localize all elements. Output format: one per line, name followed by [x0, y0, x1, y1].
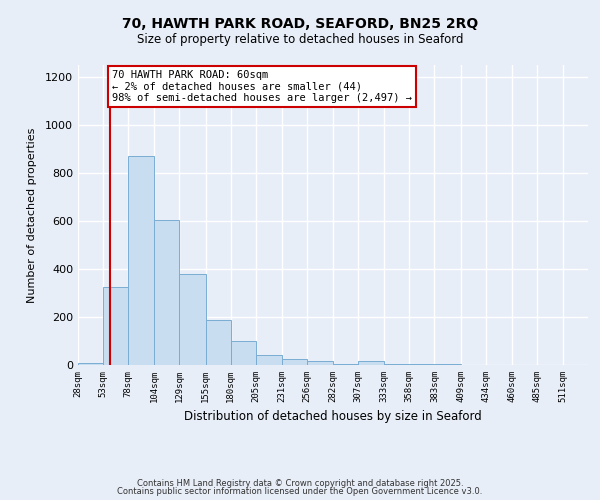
- Text: 70, HAWTH PARK ROAD, SEAFORD, BN25 2RQ: 70, HAWTH PARK ROAD, SEAFORD, BN25 2RQ: [122, 18, 478, 32]
- Bar: [307, 360, 333, 365]
- Bar: [103, 287, 128, 365]
- Bar: [230, 341, 256, 365]
- Bar: [179, 274, 205, 365]
- Bar: [434, 364, 461, 365]
- X-axis label: Distribution of detached houses by size in Seaford: Distribution of detached houses by size …: [184, 410, 482, 424]
- Bar: [154, 220, 179, 365]
- Bar: [409, 364, 434, 365]
- Bar: [358, 360, 384, 365]
- Text: Contains public sector information licensed under the Open Government Licence v3: Contains public sector information licen…: [118, 487, 482, 496]
- Y-axis label: Number of detached properties: Number of detached properties: [26, 128, 37, 302]
- Bar: [384, 364, 409, 365]
- Bar: [282, 359, 307, 365]
- Text: 70 HAWTH PARK ROAD: 60sqm
← 2% of detached houses are smaller (44)
98% of semi-d: 70 HAWTH PARK ROAD: 60sqm ← 2% of detach…: [112, 70, 412, 103]
- Bar: [333, 364, 358, 365]
- Text: Contains HM Land Registry data © Crown copyright and database right 2025.: Contains HM Land Registry data © Crown c…: [137, 478, 463, 488]
- Bar: [205, 320, 230, 365]
- Bar: [256, 355, 282, 365]
- Bar: [78, 362, 103, 365]
- Text: Size of property relative to detached houses in Seaford: Size of property relative to detached ho…: [137, 32, 463, 46]
- Bar: [128, 156, 154, 365]
